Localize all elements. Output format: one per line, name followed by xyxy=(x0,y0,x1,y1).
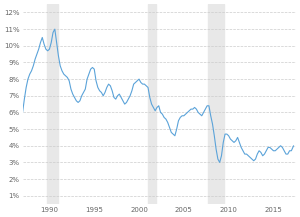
Bar xyxy=(208,4,224,204)
Bar xyxy=(148,4,156,204)
Bar xyxy=(47,4,58,204)
